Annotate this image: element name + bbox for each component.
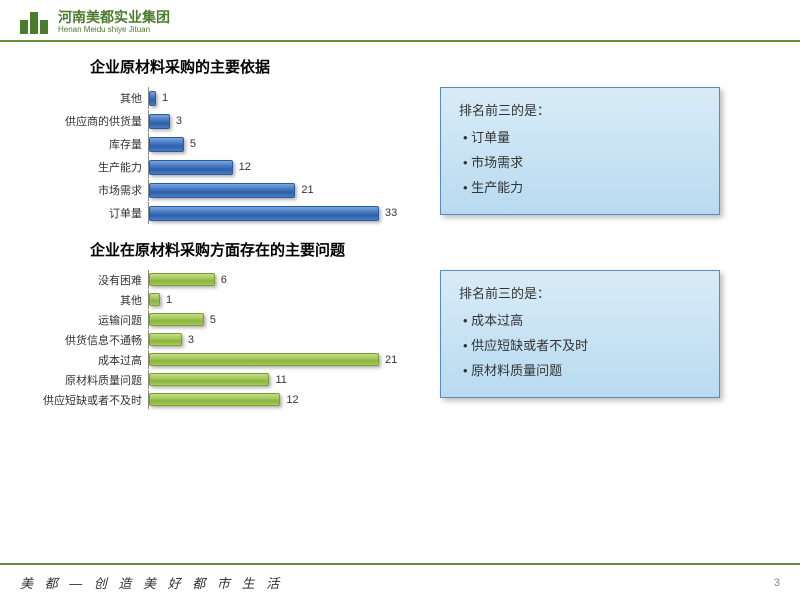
bar-row: 成本过高 21 — [30, 350, 410, 369]
bar-label: 供货信息不通畅 — [30, 332, 148, 348]
bar-value: 21 — [385, 354, 397, 366]
bar-row: 库存量 5 — [30, 133, 410, 155]
bar — [149, 160, 233, 175]
bar-row: 运输问题 5 — [30, 310, 410, 329]
bar-row: 其他 1 — [30, 290, 410, 309]
bar-container: 3 — [148, 330, 410, 349]
bar-value: 1 — [166, 294, 172, 306]
bar — [149, 393, 280, 406]
bar — [149, 91, 156, 106]
bar-container: 5 — [148, 310, 410, 329]
footer-slogan: 美 都 — 创 造 美 好 都 市 生 活 — [20, 573, 283, 592]
chart-2: 没有困难 6 其他 1 运输问题 5 供货信息不通畅 3 成本过高 21 原材料质量问题 11 供应短缺… — [30, 270, 410, 410]
info-box-item: • 生产能力 — [459, 177, 701, 196]
bar-value: 33 — [385, 207, 397, 219]
content-area: 企业原材料采购的主要依据 其他 1 供应商的供货量 3 库存量 5 生产能力 12 市场需求 21… — [0, 42, 800, 410]
bar-container: 33 — [148, 202, 410, 224]
bar-row: 原材料质量问题 11 — [30, 370, 410, 389]
footer: 美 都 — 创 造 美 好 都 市 生 活 3 — [0, 563, 800, 600]
bar — [149, 114, 170, 129]
info-box-2: 排名前三的是： • 成本过高 • 供应短缺或者不及时 • 原材料质量问题 — [440, 270, 720, 398]
bar-container: 21 — [148, 350, 410, 369]
bar-value: 21 — [301, 184, 313, 196]
bar-row: 供应商的供货量 3 — [30, 110, 410, 132]
info-box-item: • 供应短缺或者不及时 — [459, 335, 701, 354]
bar-container: 11 — [148, 370, 410, 389]
bar-container: 1 — [148, 290, 410, 309]
info-box-item: • 成本过高 — [459, 310, 701, 329]
page-number: 3 — [774, 577, 780, 589]
section-2: 企业在原材料采购方面存在的主要问题 没有困难 6 其他 1 运输问题 5 供货信息不通畅 3 成… — [30, 239, 770, 410]
bar-label: 供应商的供货量 — [30, 113, 148, 129]
header: 河南美都实业集团 Henan Meidu shiye Jituan — [0, 0, 800, 42]
bar-container: 12 — [148, 156, 410, 178]
bar-label: 供应短缺或者不及时 — [30, 392, 148, 408]
bar-container: 1 — [148, 87, 410, 109]
bar — [149, 373, 269, 386]
bar-container: 5 — [148, 133, 410, 155]
bar-value: 5 — [210, 314, 216, 326]
info-box-item: • 原材料质量问题 — [459, 360, 701, 379]
bar-value: 11 — [275, 374, 286, 386]
company-logo-icon — [20, 10, 50, 34]
bar-label: 其他 — [30, 90, 148, 106]
bar-label: 生产能力 — [30, 159, 148, 175]
bar-label: 原材料质量问题 — [30, 372, 148, 388]
bar-value: 12 — [286, 394, 298, 406]
bar-row: 订单量 33 — [30, 202, 410, 224]
bar-container: 21 — [148, 179, 410, 201]
bar — [149, 183, 295, 198]
bar-value: 12 — [239, 161, 251, 173]
info-box-item: • 订单量 — [459, 127, 701, 146]
bar — [149, 137, 184, 152]
bar-row: 市场需求 21 — [30, 179, 410, 201]
bar-value: 3 — [176, 115, 182, 127]
info-box-item: • 市场需求 — [459, 152, 701, 171]
bar-label: 订单量 — [30, 205, 148, 221]
bar — [149, 353, 379, 366]
section-1: 企业原材料采购的主要依据 其他 1 供应商的供货量 3 库存量 5 生产能力 12 市场需求 21… — [30, 56, 770, 225]
bar-container: 6 — [148, 270, 410, 289]
section-1-title: 企业原材料采购的主要依据 — [90, 56, 770, 77]
bar — [149, 313, 204, 326]
bar-label: 市场需求 — [30, 182, 148, 198]
bar-label: 其他 — [30, 292, 148, 308]
bar — [149, 273, 215, 286]
company-name: 河南美都实业集团 — [58, 10, 170, 24]
bar-row: 没有困难 6 — [30, 270, 410, 289]
bar-label: 成本过高 — [30, 352, 148, 368]
bar-label: 运输问题 — [30, 312, 148, 328]
bar-row: 生产能力 12 — [30, 156, 410, 178]
bar-value: 5 — [190, 138, 196, 150]
bar-row: 其他 1 — [30, 87, 410, 109]
bar-value: 3 — [188, 334, 194, 346]
bar-row: 供应短缺或者不及时 12 — [30, 390, 410, 409]
company-subtitle: Henan Meidu shiye Jituan — [58, 26, 170, 34]
chart-1: 其他 1 供应商的供货量 3 库存量 5 生产能力 12 市场需求 21 订单量 33 — [30, 87, 410, 225]
bar-label: 没有困难 — [30, 272, 148, 288]
bar-row: 供货信息不通畅 3 — [30, 330, 410, 349]
section-2-title: 企业在原材料采购方面存在的主要问题 — [90, 239, 770, 260]
bar — [149, 293, 160, 306]
bar-value: 1 — [162, 92, 168, 104]
bar-container: 3 — [148, 110, 410, 132]
info-box-title: 排名前三的是： — [459, 100, 701, 119]
bar — [149, 333, 182, 346]
bar-container: 12 — [148, 390, 410, 409]
bar-value: 6 — [221, 274, 227, 286]
info-box-1: 排名前三的是： • 订单量 • 市场需求 • 生产能力 — [440, 87, 720, 215]
info-box-title: 排名前三的是： — [459, 283, 701, 302]
bar-label: 库存量 — [30, 136, 148, 152]
bar — [149, 206, 379, 221]
